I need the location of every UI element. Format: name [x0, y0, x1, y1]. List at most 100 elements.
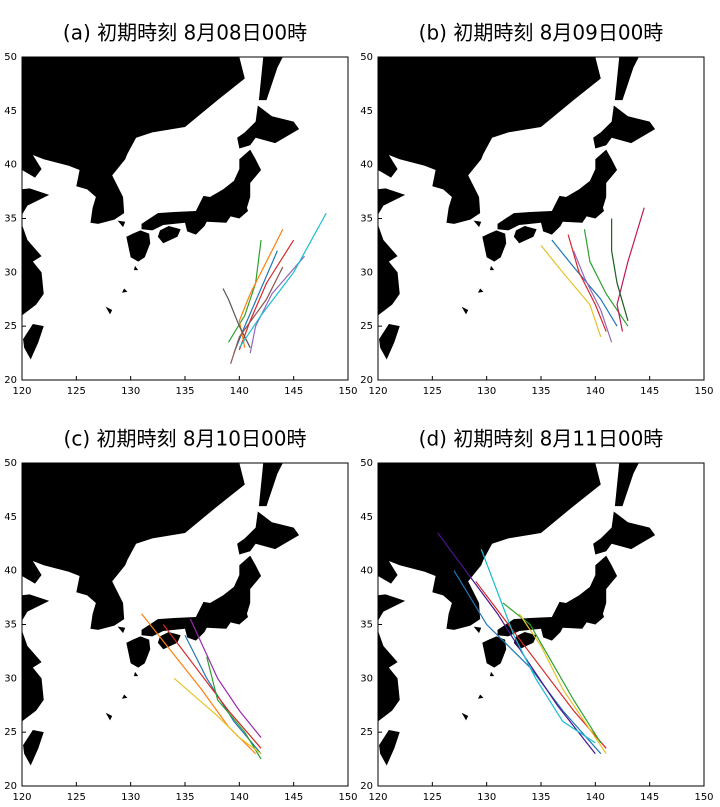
- land: [477, 694, 484, 699]
- panel-title: (b) 初期時刻 8月09日00時: [419, 21, 664, 45]
- map-panel: (c) 初期時刻 8月10日00時 120 125 130 135 140 145 150 20…: [4, 427, 357, 804]
- y-tick-label: 20: [4, 781, 17, 792]
- land: [133, 671, 139, 677]
- x-tick-label: 135: [175, 386, 194, 397]
- land: [105, 712, 113, 721]
- x-tick-label: 130: [477, 386, 496, 397]
- land: [157, 632, 181, 650]
- map-area: [378, 463, 656, 766]
- land: [513, 632, 537, 650]
- typhoon-track: [238, 239, 295, 351]
- land: [379, 324, 400, 360]
- typhoon-track: [573, 250, 613, 343]
- y-tick-label: 25: [360, 727, 373, 738]
- land: [614, 463, 639, 507]
- land: [593, 105, 656, 149]
- panel-title: (a) 初期時刻 8月08日00時: [63, 21, 307, 45]
- x-tick-label: 150: [338, 792, 357, 803]
- land: [126, 636, 151, 668]
- map-area: [22, 57, 327, 365]
- y-tick-label: 40: [4, 160, 17, 171]
- x-tick-label: 120: [12, 386, 31, 397]
- x-tick-label: 145: [640, 386, 659, 397]
- land: [105, 306, 113, 315]
- x-tick-label: 140: [230, 386, 249, 397]
- y-tick-label: 20: [4, 375, 17, 386]
- land: [117, 220, 126, 228]
- y-tick-label: 45: [360, 106, 373, 117]
- land: [237, 105, 300, 149]
- y-tick-label: 20: [360, 375, 373, 386]
- land: [593, 511, 656, 555]
- typhoon-track: [480, 548, 596, 744]
- x-tick-label: 125: [423, 386, 442, 397]
- x-tick-label: 150: [338, 386, 357, 397]
- y-tick-label: 20: [360, 781, 373, 792]
- y-tick-label: 40: [360, 566, 373, 577]
- x-tick-label: 120: [12, 792, 31, 803]
- land: [121, 694, 128, 699]
- land: [473, 626, 482, 634]
- land: [513, 226, 537, 244]
- x-tick-label: 135: [531, 386, 550, 397]
- x-tick-label: 135: [175, 792, 194, 803]
- typhoon-track: [173, 677, 262, 755]
- land: [117, 626, 126, 634]
- land: [133, 265, 139, 271]
- land: [22, 463, 245, 722]
- x-tick-label: 120: [368, 792, 387, 803]
- typhoon-track: [222, 288, 251, 348]
- land: [23, 324, 44, 360]
- land: [258, 463, 283, 507]
- x-tick-label: 125: [67, 792, 86, 803]
- y-tick-label: 35: [4, 620, 17, 631]
- typhoon-track: [227, 239, 262, 343]
- typhoon-track: [249, 255, 305, 354]
- y-tick-label: 25: [360, 321, 373, 332]
- x-tick-label: 135: [531, 792, 550, 803]
- y-tick-label: 25: [4, 727, 17, 738]
- land: [22, 57, 245, 316]
- y-tick-label: 50: [4, 52, 17, 63]
- land: [379, 730, 400, 766]
- typhoon-track: [238, 228, 284, 348]
- y-tick-label: 35: [360, 214, 373, 225]
- x-tick-label: 140: [586, 792, 605, 803]
- y-tick-label: 50: [360, 52, 373, 63]
- y-tick-label: 30: [4, 267, 17, 278]
- land: [378, 57, 601, 316]
- land: [126, 230, 151, 262]
- y-tick-label: 30: [360, 673, 373, 684]
- land: [23, 730, 44, 766]
- y-tick-label: 45: [4, 106, 17, 117]
- typhoon-track: [540, 245, 602, 338]
- land: [378, 463, 601, 722]
- land: [141, 555, 262, 641]
- typhoon-track: [567, 234, 607, 332]
- x-tick-label: 130: [121, 792, 140, 803]
- y-tick-label: 40: [360, 160, 373, 171]
- typhoon-track: [583, 229, 629, 327]
- typhoon-track: [230, 266, 284, 365]
- land: [141, 149, 262, 235]
- land: [497, 555, 618, 641]
- panel-title: (d) 初期時刻 8月11日00時: [419, 427, 664, 451]
- map-area: [22, 463, 300, 766]
- land: [121, 288, 128, 293]
- y-tick-label: 40: [4, 566, 17, 577]
- land: [461, 712, 469, 721]
- x-tick-label: 145: [640, 792, 659, 803]
- x-tick-label: 125: [423, 792, 442, 803]
- map-panel: (b) 初期時刻 8月09日00時 120 125 130 135 140 145 150 20…: [360, 21, 713, 398]
- land: [237, 511, 300, 555]
- typhoon-track: [518, 613, 607, 755]
- panel-title: (c) 初期時刻 8月10日00時: [64, 427, 307, 451]
- x-tick-label: 145: [284, 386, 303, 397]
- x-tick-label: 150: [694, 386, 713, 397]
- y-tick-label: 35: [360, 620, 373, 631]
- x-tick-label: 120: [368, 386, 387, 397]
- map-panel: (a) 初期時刻 8月08日00時 120 125 130 135 140 145 150 20…: [4, 21, 357, 398]
- x-tick-label: 140: [230, 792, 249, 803]
- land: [477, 288, 484, 293]
- typhoon-track: [189, 618, 262, 738]
